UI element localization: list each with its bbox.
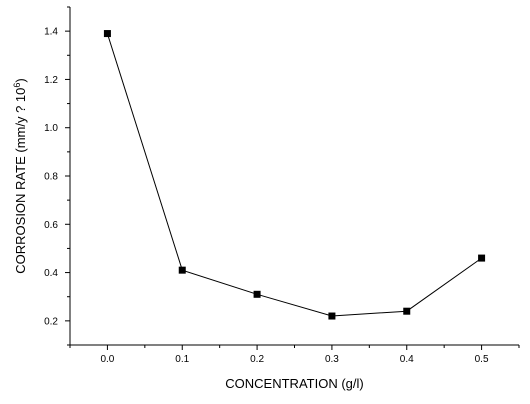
data-point	[103, 30, 111, 38]
x-tick-label: 0.2	[250, 354, 264, 365]
x-ticks: 0.0 0.1 0.2 0.3 0.4 0.5	[69, 345, 520, 365]
data-point	[178, 266, 186, 274]
y-axis-title: CORROSION RATE (mm/y ? 106)	[12, 78, 28, 273]
axes	[69, 7, 519, 346]
data-point	[478, 254, 486, 262]
series-line	[106, 33, 482, 317]
y-ticks: 0.2 0.4 0.6 0.8 1.0 1.2 1.4	[44, 6, 70, 346]
x-tick-label: 0.4	[400, 354, 414, 365]
x-tick-label: 0.3	[325, 354, 339, 365]
y-tick-label: 1.0	[44, 123, 58, 134]
y-axis-title-superscript: 6	[12, 83, 22, 88]
x-tick-label: 0.1	[175, 354, 189, 365]
data-point	[403, 307, 411, 315]
y-tick-label: 1.4	[44, 27, 58, 38]
y-tick-label: 0.4	[44, 268, 58, 279]
data-point	[253, 290, 261, 298]
y-axis-title-close: )	[13, 78, 28, 82]
x-tick-label: 0.0	[100, 354, 114, 365]
y-tick-label: 0.2	[44, 316, 58, 327]
series	[103, 30, 486, 320]
x-tick-label: 0.5	[475, 354, 489, 365]
y-axis-title-main: CORROSION RATE (mm/y ? 10	[13, 88, 28, 274]
x-axis-title: CONCENTRATION (g/l)	[225, 376, 363, 391]
y-tick-label: 1.2	[44, 75, 58, 86]
y-tick-label: 0.6	[44, 220, 58, 231]
y-tick-label: 0.8	[44, 172, 58, 183]
data-point	[328, 312, 336, 320]
